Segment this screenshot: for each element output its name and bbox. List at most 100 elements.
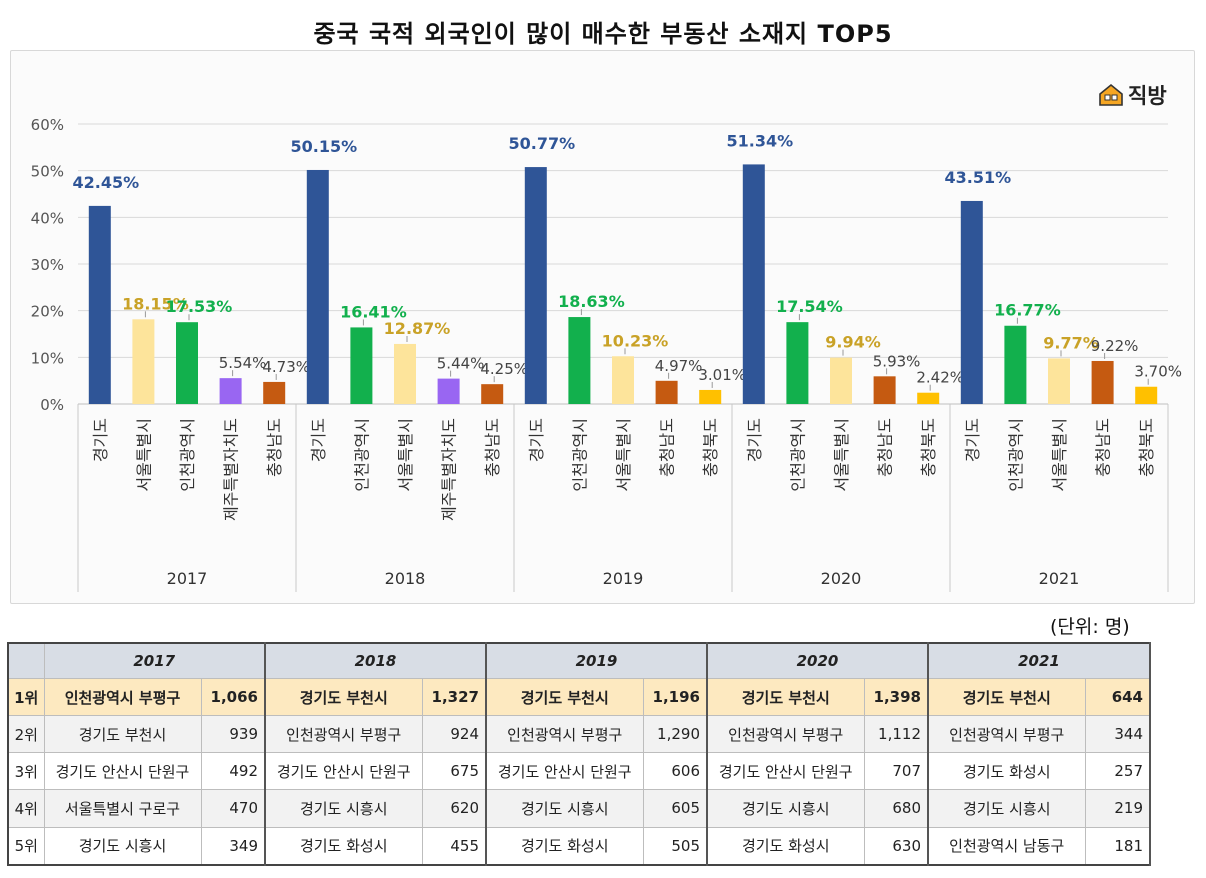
region-cell: 경기도 안산시 단원구 [43, 752, 202, 791]
region-cell: 경기도 화성시 [927, 752, 1086, 791]
count-cell: 606 [642, 752, 708, 791]
count-cell: 707 [863, 752, 929, 791]
bar-2-4 [699, 389, 722, 404]
count-cell: 939 [200, 715, 266, 754]
table-row: 2위 경기도 부천시 939 인천광역시 부평구 924 인천광역시 부평구 1,290 인천… [7, 715, 1151, 754]
count-cell: 605 [642, 789, 708, 828]
table-row: 4위 서울특별시 구로구 470 경기도 시흥시 620 경기도 시흥시 605 경기도 시흥… [7, 789, 1151, 828]
data-label: 17.53% [166, 297, 233, 316]
count-cell: 344 [1084, 715, 1151, 754]
category-label: 서울특별시 [832, 418, 851, 492]
data-label: 9.94% [825, 333, 881, 352]
count-cell: 505 [642, 826, 708, 866]
region-cell: 경기도 시흥시 [927, 789, 1086, 828]
year-label: 2017 [167, 569, 208, 588]
category-label: 충청남도 [265, 418, 284, 477]
region-cell: 경기도 부천시 [927, 677, 1086, 717]
data-label: 4.73% [262, 358, 310, 376]
count-cell: 1,112 [863, 715, 929, 754]
bar-1-4 [481, 384, 504, 404]
count-cell: 455 [421, 826, 487, 866]
category-label: 충청남도 [1094, 418, 1113, 477]
region-cell: 경기도 부천시 [706, 677, 865, 717]
rank-header [7, 642, 45, 679]
table-row: 1위 인천광역시 부평구 1,066 경기도 부천시 1,327 경기도 부천시 1,196… [7, 677, 1151, 717]
region-cell: 인천광역시 부평구 [927, 715, 1086, 754]
year-header: 2021 [927, 642, 1151, 679]
bar-4-4 [1135, 386, 1158, 404]
count-cell: 470 [200, 789, 266, 828]
data-label: 4.25% [480, 360, 528, 378]
data-label: 16.41% [340, 302, 407, 321]
rank-cell: 5위 [7, 826, 45, 866]
category-label: 인천광역시 [570, 418, 589, 492]
data-label: 9.77% [1043, 333, 1099, 352]
y-tick-label: 50% [31, 163, 64, 181]
data-label: 43.51% [944, 168, 1011, 187]
count-cell: 181 [1084, 826, 1151, 866]
y-tick-label: 60% [31, 116, 64, 134]
region-cell: 경기도 부천시 [264, 677, 423, 717]
count-cell: 680 [863, 789, 929, 828]
count-cell: 644 [1084, 677, 1151, 717]
count-cell: 219 [1084, 789, 1151, 828]
region-cell: 인천광역시 부평구 [43, 677, 202, 717]
data-label: 9.22% [1091, 337, 1139, 355]
category-label: 경기도 [745, 418, 764, 462]
bar-chart: 0% 10% 20% 30% 40% 50% 60% 42.45% 경기도 18.15% 서울특별시… [31, 116, 1182, 592]
region-cell: 경기도 부천시 [43, 715, 202, 754]
count-cell: 924 [421, 715, 487, 754]
count-cell: 620 [421, 789, 487, 828]
ranking-table: 2017 2018 2019 2020 2021 1위 인천광역시 부평구 1,066 경기도 … [7, 642, 1151, 866]
region-cell: 인천광역시 부평구 [706, 715, 865, 754]
year-header: 2018 [264, 642, 487, 679]
count-cell: 1,290 [642, 715, 708, 754]
category-label: 충청남도 [483, 418, 502, 477]
data-label: 3.70% [1134, 363, 1182, 381]
table-header-row: 2017 2018 2019 2020 2021 [7, 642, 1151, 679]
data-label: 4.97% [655, 357, 703, 375]
bar-0-2 [176, 322, 198, 404]
data-label: 42.45% [72, 173, 139, 192]
data-label: 18.63% [558, 292, 625, 311]
rank-cell: 3위 [7, 752, 45, 791]
count-cell: 630 [863, 826, 929, 866]
bar-0-0 [88, 205, 111, 404]
region-cell: 서울특별시 구로구 [43, 789, 202, 828]
y-tick-label: 30% [31, 256, 64, 274]
data-label: 2.42% [916, 369, 964, 387]
region-cell: 경기도 화성시 [485, 826, 644, 866]
region-cell: 경기도 안산시 단원구 [264, 752, 423, 791]
bar-1-2 [394, 343, 416, 404]
category-label: 서울특별시 [1050, 418, 1069, 492]
bar-2-0 [524, 167, 547, 404]
region-cell: 경기도 안산시 단원구 [706, 752, 865, 791]
data-label: 10.23% [602, 331, 669, 350]
year-label: 2018 [385, 569, 426, 588]
count-cell: 1,327 [421, 677, 487, 717]
rank-cell: 4위 [7, 789, 45, 828]
unit-label: (단위: 명) [1050, 616, 1130, 638]
bar-3-0 [742, 164, 765, 404]
bar-4-0 [960, 200, 983, 404]
rank-cell: 1위 [7, 677, 45, 717]
region-cell: 경기도 시흥시 [485, 789, 644, 828]
category-label: 서울특별시 [396, 418, 415, 492]
bar-2-3 [655, 380, 678, 404]
category-label: 경기도 [91, 418, 110, 462]
rank-cell: 2위 [7, 715, 45, 754]
region-cell: 경기도 시흥시 [264, 789, 423, 828]
category-label: 제주특별자치도 [222, 418, 241, 521]
category-label: 제주특별자치도 [440, 418, 459, 521]
bar-1-1 [350, 327, 373, 404]
chart-title: 중국 국적 외국인이 많이 매수한 부동산 소재지 TOP5 [313, 20, 893, 48]
count-cell: 1,196 [642, 677, 708, 717]
data-label: 16.77% [994, 301, 1061, 320]
data-label: 50.15% [290, 137, 357, 156]
bar-2-1 [568, 317, 591, 404]
count-cell: 1,066 [200, 677, 266, 717]
category-label: 인천광역시 [788, 418, 807, 492]
region-cell: 경기도 시흥시 [43, 826, 202, 866]
year-header: 2017 [43, 642, 266, 679]
category-label: 인천광역시 [178, 418, 197, 492]
